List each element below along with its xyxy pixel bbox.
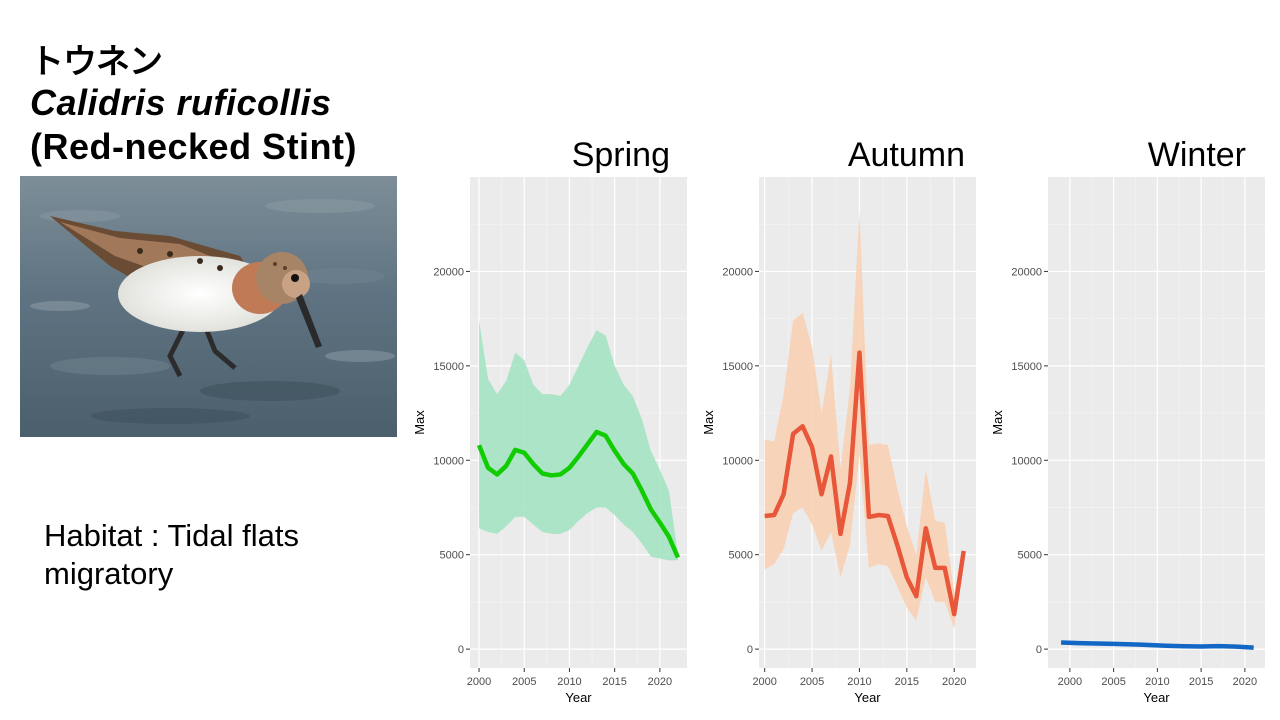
y-tick-label: 15000 bbox=[722, 361, 753, 373]
x-tick-label: 2020 bbox=[648, 676, 672, 688]
x-tick-label: 2000 bbox=[1058, 676, 1082, 688]
y-tick-label: 10000 bbox=[722, 455, 753, 467]
y-tick-label: 5000 bbox=[729, 550, 753, 562]
x-axis-label: Year bbox=[565, 690, 592, 705]
chart-autumn: 0 5000 10000 15000 20000 2000 2005 2010 2015 2020… bbox=[701, 136, 976, 705]
chart-spring: 0 5000 10000 15000 20000 2000 2005 2010 2015 2020… bbox=[412, 136, 687, 705]
species-japanese-name: トウネン bbox=[30, 42, 163, 82]
y-tick-label: 15000 bbox=[1011, 361, 1042, 373]
y-tick-label: 10000 bbox=[433, 455, 464, 467]
y-tick-label: 0 bbox=[1036, 644, 1042, 656]
y-tick-label: 0 bbox=[458, 644, 464, 656]
x-tick-label: 2020 bbox=[942, 676, 966, 688]
x-tick-label: 2020 bbox=[1233, 676, 1257, 688]
x-tick-label: 2010 bbox=[847, 676, 871, 688]
chart-title: Autumn bbox=[848, 136, 965, 174]
x-tick-label: 2005 bbox=[512, 676, 536, 688]
confidence-band bbox=[479, 320, 678, 561]
y-tick-label: 20000 bbox=[722, 266, 753, 278]
y-axis-label: Max bbox=[990, 410, 1005, 435]
x-tick-label: 2015 bbox=[1189, 676, 1213, 688]
y-tick-label: 20000 bbox=[1011, 266, 1042, 278]
y-tick-label: 15000 bbox=[433, 361, 464, 373]
x-tick-label: 2000 bbox=[467, 676, 491, 688]
y-tick-label: 10000 bbox=[1011, 455, 1042, 467]
x-axis-label: Year bbox=[1143, 690, 1170, 705]
species-english-name: (Red-necked Stint) bbox=[30, 126, 358, 167]
species-scientific-name: Calidris ruficollis bbox=[30, 82, 332, 123]
bird-photo bbox=[20, 176, 397, 437]
series-line bbox=[1061, 640, 1254, 650]
habitat-line: Habitat : Tidal flats bbox=[44, 518, 300, 553]
y-axis-label: Max bbox=[701, 410, 716, 435]
chart-title: Winter bbox=[1148, 136, 1246, 174]
series-line bbox=[764, 350, 966, 617]
y-tick-label: 0 bbox=[747, 644, 753, 656]
y-tick-label: 5000 bbox=[440, 550, 464, 562]
x-tick-label: 2005 bbox=[1101, 676, 1125, 688]
x-axis-label: Year bbox=[854, 690, 881, 705]
x-tick-label: 2015 bbox=[895, 676, 919, 688]
y-tick-label: 20000 bbox=[433, 266, 464, 278]
x-tick-label: 2000 bbox=[752, 676, 776, 688]
x-tick-label: 2005 bbox=[800, 676, 824, 688]
chart-winter: 0 5000 10000 15000 20000 2000 2005 2010 2015 2020… bbox=[990, 136, 1265, 705]
x-tick-label: 2015 bbox=[602, 676, 626, 688]
x-tick-label: 2010 bbox=[1145, 676, 1169, 688]
migratory-line: migratory bbox=[44, 556, 174, 591]
x-tick-label: 2010 bbox=[557, 676, 581, 688]
y-tick-label: 5000 bbox=[1018, 550, 1042, 562]
habitat-text: Habitat : Tidal flats migratory bbox=[44, 517, 299, 593]
plot-panel bbox=[1048, 177, 1265, 668]
y-axis-label: Max bbox=[412, 410, 427, 435]
chart-title: Spring bbox=[572, 136, 670, 174]
